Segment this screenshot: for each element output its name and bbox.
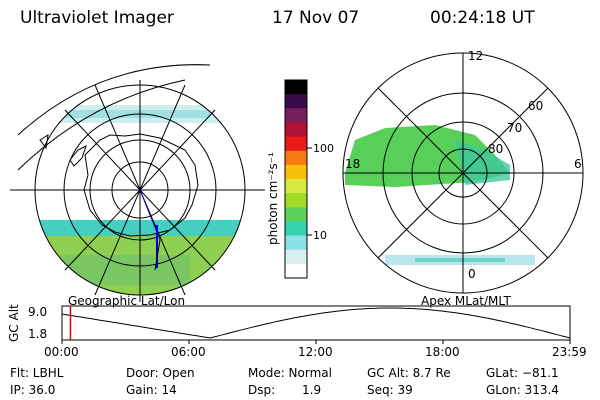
colorbar-stripe — [285, 263, 307, 279]
apex-auroral-data — [345, 125, 535, 265]
timeline-xtick: 23:59 — [552, 345, 587, 359]
ip-label: IP: 36.0 — [10, 383, 56, 397]
colorbar-stripe — [285, 80, 307, 95]
time-label: 00:24:18 UT — [430, 8, 535, 28]
instrument-title: Ultraviolet Imager — [20, 8, 174, 28]
timeline-ylabel: GC Alt — [7, 304, 21, 342]
mlt-label-left: 18 — [345, 157, 360, 171]
colorbar-stripe — [285, 122, 307, 138]
timeline-xtick: 18:00 — [425, 345, 460, 359]
dsp-value: 1.9 — [302, 383, 322, 397]
colorbar-stripe — [285, 235, 307, 251]
timeline-xticks: 00:00 06:00 12:00 18:00 23:59 — [44, 340, 587, 359]
date-label: 17 Nov 07 — [272, 8, 360, 28]
colorbar-stripe — [285, 221, 307, 237]
glat-label: GLat: −81.1 — [486, 366, 559, 380]
colorbar-stripe — [285, 150, 307, 166]
mlt-label-right: 6 — [574, 157, 582, 171]
gain-label: Gain: 14 — [126, 383, 177, 397]
mlt-label-bottom: 0 — [468, 267, 476, 281]
colorbar-stripe — [285, 207, 307, 222]
glon-label: GLon: 313.4 — [486, 383, 559, 397]
geographic-map: Geographic Lat/Lon — [10, 64, 265, 308]
colorbar-unit-label: photon cm⁻²s⁻¹ — [266, 152, 280, 245]
seq-label: Seq: 39 — [367, 383, 413, 397]
altitude-curve — [61, 307, 571, 339]
mlt-label-top: 12 — [468, 49, 483, 63]
colorbar-stripe — [285, 179, 307, 194]
geo-grid — [10, 64, 265, 302]
lat-label-60: 60 — [528, 99, 543, 113]
lat-label-70: 70 — [507, 121, 522, 135]
timeline-xtick: 12:00 — [298, 345, 333, 359]
filter-label: Flt: LBHL — [10, 366, 64, 380]
colorbar-stripes — [285, 80, 307, 279]
gc-altitude-timeline: GC Alt 9.0 1.8 00:00 06:00 12:00 18:00 23:59 — [7, 304, 587, 359]
colorbar-stripe — [285, 193, 307, 208]
colorbar-tick-100: 100 — [313, 142, 334, 155]
colorbar-tick-10: 10 — [313, 229, 327, 242]
dsp-label: Dsp: — [248, 383, 276, 397]
colorbar-stripe — [285, 94, 307, 109]
intensity-colorbar: 100 10 photon cm⁻²s⁻¹ — [266, 79, 334, 279]
colorbar-stripe — [285, 108, 307, 123]
apex-grid — [342, 52, 584, 294]
ytick-9: 9.0 — [28, 305, 47, 319]
apex-label: Apex MLat/MLT — [421, 294, 511, 308]
colorbar-stripe — [285, 249, 307, 265]
colorbar-stripe — [285, 164, 307, 180]
timeline-xtick: 06:00 — [171, 345, 206, 359]
lat-label-80: 80 — [488, 142, 503, 156]
mode-label: Mode: Normal — [248, 366, 332, 380]
colorbar-stripe — [285, 136, 307, 152]
gc-alt-label: GC Alt: 8.7 Re — [367, 366, 451, 380]
apex-map: 12 18 6 0 60 70 80 Apex MLat/MLT — [342, 49, 584, 308]
timeline-xtick: 00:00 — [44, 345, 79, 359]
door-label: Door: Open — [126, 366, 195, 380]
geographic-label: Geographic Lat/Lon — [68, 294, 185, 308]
header-bar: Ultraviolet Imager 17 Nov 07 00:24:18 UT — [0, 0, 600, 36]
ytick-1-8: 1.8 — [28, 327, 47, 341]
